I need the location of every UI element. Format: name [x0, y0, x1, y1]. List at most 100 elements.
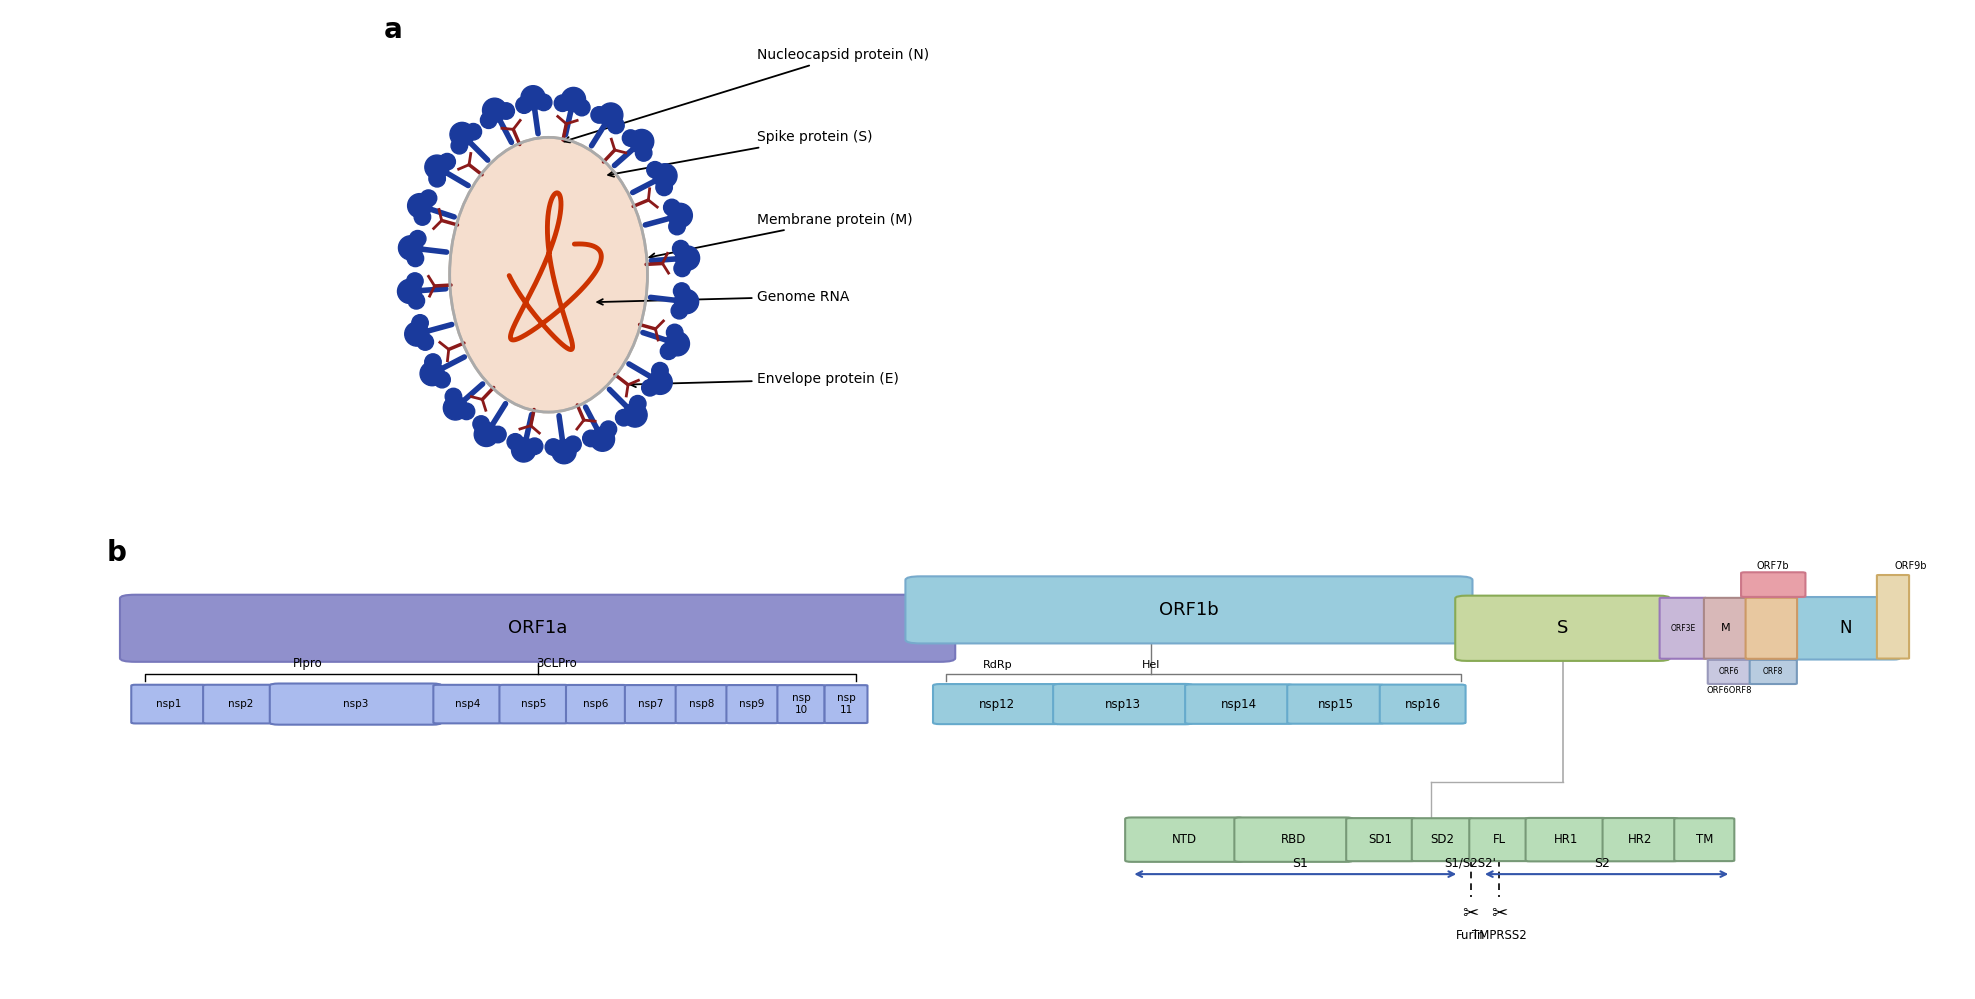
FancyBboxPatch shape — [567, 685, 626, 723]
Circle shape — [434, 372, 450, 388]
Circle shape — [673, 241, 689, 257]
FancyBboxPatch shape — [826, 685, 867, 723]
Circle shape — [583, 431, 598, 447]
Circle shape — [515, 97, 533, 113]
Text: S: S — [1556, 619, 1568, 637]
Text: PIpro: PIpro — [292, 656, 322, 669]
FancyBboxPatch shape — [1469, 818, 1529, 861]
Text: ✂: ✂ — [1462, 904, 1479, 923]
Circle shape — [407, 273, 423, 290]
Text: RdRp: RdRp — [984, 659, 1013, 669]
FancyBboxPatch shape — [1704, 597, 1746, 658]
FancyBboxPatch shape — [1126, 817, 1242, 862]
Text: ORF7a: ORF7a — [1756, 586, 1787, 596]
Text: ORF3E: ORF3E — [1671, 623, 1697, 632]
Circle shape — [482, 98, 508, 122]
Circle shape — [480, 112, 498, 129]
Circle shape — [535, 94, 551, 111]
Text: RBD: RBD — [1280, 833, 1305, 846]
Circle shape — [429, 171, 446, 187]
FancyBboxPatch shape — [1412, 818, 1471, 861]
Circle shape — [555, 95, 571, 112]
Circle shape — [622, 130, 638, 146]
Circle shape — [397, 280, 423, 304]
Circle shape — [648, 371, 672, 395]
FancyBboxPatch shape — [1746, 597, 1797, 658]
Text: SD2: SD2 — [1430, 833, 1454, 846]
FancyBboxPatch shape — [130, 684, 205, 723]
Circle shape — [664, 199, 679, 216]
Circle shape — [608, 117, 624, 134]
Text: a: a — [383, 17, 403, 45]
Circle shape — [673, 260, 691, 277]
FancyBboxPatch shape — [905, 576, 1473, 643]
Circle shape — [591, 107, 608, 123]
Circle shape — [646, 162, 664, 178]
Text: nsp6: nsp6 — [583, 699, 608, 709]
Text: nsp5: nsp5 — [521, 699, 547, 709]
Text: nsp2: nsp2 — [227, 699, 253, 709]
FancyBboxPatch shape — [778, 685, 826, 723]
FancyBboxPatch shape — [1456, 595, 1669, 661]
Circle shape — [591, 428, 614, 452]
Text: b: b — [107, 538, 126, 566]
Circle shape — [598, 103, 622, 127]
Circle shape — [521, 86, 545, 110]
Circle shape — [464, 124, 482, 140]
Circle shape — [600, 421, 616, 438]
Text: ORF6: ORF6 — [1718, 667, 1740, 676]
Text: TM: TM — [1697, 833, 1712, 846]
Text: nsp13: nsp13 — [1104, 697, 1142, 710]
Text: N: N — [1841, 619, 1853, 637]
Text: HR1: HR1 — [1554, 833, 1578, 846]
Circle shape — [421, 190, 436, 207]
Text: nsp8: nsp8 — [689, 699, 715, 709]
FancyBboxPatch shape — [1381, 684, 1465, 723]
Circle shape — [527, 438, 543, 455]
Text: NTD: NTD — [1171, 833, 1197, 846]
Text: HR2: HR2 — [1627, 833, 1653, 846]
Circle shape — [498, 103, 514, 119]
FancyBboxPatch shape — [624, 685, 675, 723]
FancyBboxPatch shape — [1053, 684, 1193, 724]
Circle shape — [472, 416, 490, 433]
FancyBboxPatch shape — [271, 683, 442, 724]
FancyBboxPatch shape — [1602, 818, 1677, 861]
Circle shape — [673, 290, 699, 314]
Circle shape — [458, 404, 474, 420]
Text: nsp
11: nsp 11 — [837, 693, 855, 715]
Text: ORF8: ORF8 — [1764, 667, 1783, 676]
Text: Nucleocapsid protein (N): Nucleocapsid protein (N) — [565, 48, 930, 143]
Circle shape — [561, 88, 585, 112]
Text: nsp12: nsp12 — [980, 697, 1015, 710]
Circle shape — [622, 403, 648, 428]
Circle shape — [565, 437, 581, 453]
FancyBboxPatch shape — [675, 685, 727, 723]
Circle shape — [415, 209, 431, 225]
Text: nsp15: nsp15 — [1317, 697, 1353, 710]
Text: ORF9b: ORF9b — [1894, 560, 1928, 570]
Circle shape — [508, 434, 523, 451]
Text: Genome RNA: Genome RNA — [596, 290, 849, 305]
Text: S1: S1 — [1292, 856, 1307, 869]
Text: M: M — [1720, 623, 1730, 633]
Circle shape — [407, 194, 433, 218]
Circle shape — [675, 246, 699, 270]
Circle shape — [636, 145, 652, 161]
Circle shape — [551, 440, 577, 464]
Circle shape — [474, 423, 498, 447]
Circle shape — [407, 250, 425, 267]
FancyBboxPatch shape — [1347, 818, 1414, 861]
Circle shape — [442, 396, 468, 420]
Circle shape — [413, 315, 429, 331]
Text: S2: S2 — [1594, 856, 1610, 869]
FancyBboxPatch shape — [1876, 575, 1910, 658]
Ellipse shape — [450, 137, 648, 412]
Text: ✂: ✂ — [1491, 904, 1507, 923]
FancyBboxPatch shape — [120, 594, 956, 661]
Circle shape — [450, 122, 474, 147]
FancyBboxPatch shape — [433, 685, 502, 723]
Circle shape — [616, 410, 632, 426]
FancyBboxPatch shape — [1288, 684, 1384, 723]
Text: ORF1b: ORF1b — [1159, 600, 1219, 619]
